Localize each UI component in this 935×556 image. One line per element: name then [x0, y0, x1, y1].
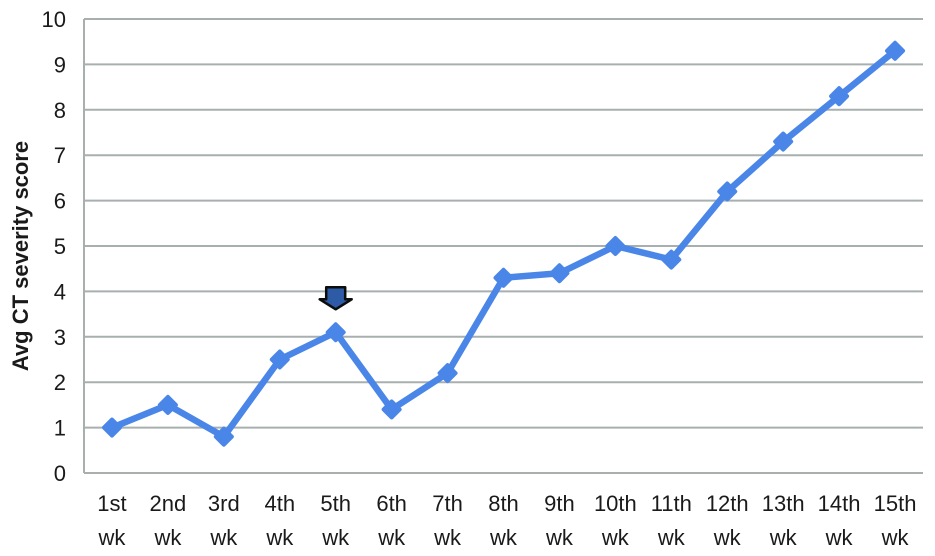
x-tick-label-line1: 4th	[264, 491, 295, 516]
x-tick-label-line2: wk	[98, 525, 127, 550]
annotation-group	[318, 286, 353, 311]
x-tick-label-line2: wk	[209, 525, 238, 550]
x-tick-label-line1: 5th	[320, 491, 351, 516]
data-point	[661, 249, 682, 270]
data-point	[269, 349, 290, 370]
x-tick-label-line1: 9th	[544, 491, 575, 516]
data-point	[885, 40, 906, 61]
y-tick-label: 3	[54, 325, 66, 350]
y-tick-label: 2	[54, 370, 66, 395]
y-tick-label: 5	[54, 234, 66, 259]
down-arrow-annotation-icon	[318, 286, 353, 311]
x-tick-label-line1: 13th	[762, 491, 805, 516]
x-tick-label-line1: 2nd	[150, 491, 187, 516]
x-tick-label-line2: wk	[377, 525, 406, 550]
data-point	[829, 86, 850, 107]
data-point	[717, 181, 738, 202]
x-tick-label-line2: wk	[433, 525, 462, 550]
series-line	[108, 47, 899, 440]
data-point	[549, 263, 570, 284]
x-tick-label-line1: 12th	[706, 491, 749, 516]
data-point	[381, 399, 402, 420]
x-tick-label-line2: wk	[601, 525, 630, 550]
data-point	[213, 426, 234, 447]
data-point	[157, 394, 178, 415]
data-point	[493, 267, 514, 288]
y-tick-label: 1	[54, 416, 66, 441]
y-tick-label: 8	[54, 98, 66, 123]
series-group	[101, 40, 906, 447]
x-tick-label-line1: 14th	[818, 491, 861, 516]
x-axis-tick-labels: 1st wk 2nd wk 3rd wk 4th wk 5th wk 6th wk 7th wk 8th wk…	[97, 491, 916, 550]
x-tick-label-line1: 10th	[594, 491, 637, 516]
data-point	[437, 363, 458, 384]
x-tick-label-line2: wk	[321, 525, 350, 550]
x-tick-label-line1: 6th	[376, 491, 407, 516]
x-tick-label-line1: 8th	[488, 491, 519, 516]
x-tick-label-line2: wk	[825, 525, 854, 550]
x-tick-label-line2: wk	[657, 525, 686, 550]
x-tick-label-line1: 3rd	[208, 491, 240, 516]
gridlines	[84, 18, 923, 474]
y-tick-label: 7	[54, 143, 66, 168]
y-axis-title: Avg CT severity score	[8, 141, 33, 371]
data-point	[325, 322, 346, 343]
data-point	[773, 131, 794, 152]
y-tick-label: 10	[42, 7, 66, 32]
x-tick-label-line2: wk	[769, 525, 798, 550]
y-tick-label: 4	[54, 279, 66, 304]
x-tick-label-line2: wk	[713, 525, 742, 550]
y-tick-label: 9	[54, 52, 66, 77]
x-tick-label-line1: 1st	[97, 491, 126, 516]
x-tick-label-line1: 15th	[874, 491, 917, 516]
x-tick-label-line2: wk	[881, 525, 910, 550]
data-point	[101, 417, 122, 438]
y-tick-label: 0	[54, 461, 66, 486]
data-point	[605, 236, 626, 256]
x-tick-label-line2: wk	[545, 525, 574, 550]
x-tick-label-line2: wk	[153, 525, 182, 550]
x-tick-label-line2: wk	[265, 525, 294, 550]
y-tick-label: 6	[54, 189, 66, 214]
x-tick-label-line1: 7th	[432, 491, 463, 516]
y-axis-tick-labels: 0 1 2 3 4 5 6 7 8 9 10	[42, 7, 66, 486]
x-tick-label-line1: 11th	[651, 491, 692, 516]
x-tick-label-line2: wk	[489, 525, 518, 550]
